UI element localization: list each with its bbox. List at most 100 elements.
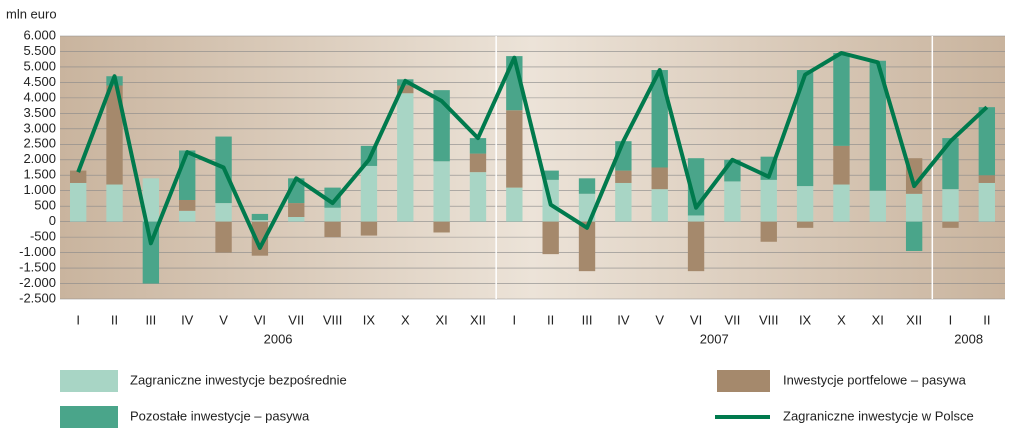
bar-segment xyxy=(905,221,923,252)
y-tick-label: 6.000 xyxy=(23,27,56,42)
bar-segment xyxy=(251,213,269,221)
legend-label: Zagraniczne inwestycje w Polsce xyxy=(783,408,974,423)
bar-segment xyxy=(978,175,996,183)
bar-segment xyxy=(215,221,232,253)
x-tick-label: IX xyxy=(363,312,376,327)
x-tick-label: II xyxy=(111,312,118,327)
bar-segment xyxy=(469,172,487,222)
x-tick-label: VI xyxy=(690,312,702,327)
bar-segment xyxy=(251,220,269,222)
x-tick-label: II xyxy=(983,312,990,327)
y-axis-label: mln euro xyxy=(6,6,57,21)
bar-segment xyxy=(506,187,523,222)
bar-segment xyxy=(942,221,959,228)
bar-segment xyxy=(142,178,160,222)
bar-segment xyxy=(288,217,305,222)
bar-segment xyxy=(687,221,705,272)
bar-segment xyxy=(833,53,850,146)
bar-segment xyxy=(251,221,269,256)
y-tick-label: -1.500 xyxy=(19,259,56,274)
bar-segment xyxy=(651,167,668,190)
bar-segment xyxy=(324,221,341,238)
bar-segment xyxy=(179,150,196,200)
bar-segment xyxy=(978,182,996,222)
bar-segment xyxy=(651,189,668,222)
bar-segment xyxy=(833,145,850,185)
bar-segment xyxy=(796,186,814,222)
y-tick-label: -1.000 xyxy=(19,244,56,259)
x-tick-label: VI xyxy=(254,312,266,327)
bar-segment xyxy=(651,70,668,168)
y-tick-label: 3.000 xyxy=(23,120,56,135)
x-tick-label: XII xyxy=(470,312,486,327)
y-tick-label: 4.000 xyxy=(23,89,56,104)
y-tick-label: 2.000 xyxy=(23,151,56,166)
x-tick-label: V xyxy=(655,312,664,327)
bar-segment xyxy=(179,199,196,211)
legend-swatch xyxy=(717,370,770,392)
plot-background xyxy=(60,36,1005,299)
bar-segment xyxy=(724,181,741,222)
y-tick-label: 500 xyxy=(34,198,56,213)
bar-segment xyxy=(179,210,196,222)
y-tick-label: -2.500 xyxy=(19,290,56,305)
bar-segment xyxy=(433,161,450,222)
x-tick-label: III xyxy=(145,312,156,327)
bar-segment xyxy=(760,179,777,222)
bar-segment xyxy=(397,85,414,94)
legend-label: Zagraniczne inwestycje bezpośrednie xyxy=(130,372,347,387)
x-tick-label: VII xyxy=(288,312,304,327)
y-tick-label: 5.000 xyxy=(23,58,56,73)
y-tick-label: 4.500 xyxy=(23,74,56,89)
bar-segment xyxy=(760,221,777,242)
y-tick-label: -500 xyxy=(30,229,56,244)
bar-segment xyxy=(69,182,87,222)
bar-segment xyxy=(869,60,886,191)
bar-segment xyxy=(469,153,487,173)
x-tick-label: I xyxy=(949,312,953,327)
x-tick-label: VII xyxy=(724,312,740,327)
x-tick-label: IV xyxy=(181,312,194,327)
y-tick-label: 0 xyxy=(49,213,56,228)
bar-segment xyxy=(833,184,850,222)
bar-segment xyxy=(615,170,632,183)
bar-segment xyxy=(796,70,814,187)
x-tick-label: VIII xyxy=(759,312,779,327)
bar-segment xyxy=(542,221,559,255)
year-label: 2008 xyxy=(954,331,983,346)
x-tick-label: X xyxy=(837,312,846,327)
bar-segment xyxy=(106,85,123,185)
y-tick-label: 5.500 xyxy=(23,43,56,58)
x-tick-label: VIII xyxy=(323,312,343,327)
legend-label: Pozostałe inwestycje – pasywa xyxy=(130,408,310,423)
x-tick-label: IX xyxy=(799,312,812,327)
x-tick-label: II xyxy=(547,312,554,327)
bar-segment xyxy=(578,221,596,272)
x-tick-label: III xyxy=(582,312,593,327)
bar-segment xyxy=(506,110,523,188)
bar-segment xyxy=(978,107,996,176)
y-tick-label: 3.500 xyxy=(23,105,56,120)
x-tick-label: XII xyxy=(906,312,922,327)
y-tick-label: -2.000 xyxy=(19,275,56,290)
x-tick-label: I xyxy=(513,312,517,327)
x-tick-label: V xyxy=(219,312,228,327)
bar-segment xyxy=(69,170,87,183)
x-tick-label: IV xyxy=(617,312,630,327)
bar-segment xyxy=(942,138,959,190)
bar-segment xyxy=(433,221,450,233)
bar-segment xyxy=(215,203,232,222)
legend-label: Inwestycje portfelowe – pasywa xyxy=(783,372,967,387)
bar-segment xyxy=(615,182,632,222)
x-tick-label: XI xyxy=(872,312,884,327)
y-tick-label: 1.000 xyxy=(23,182,56,197)
bar-segment xyxy=(905,193,923,222)
bar-segment xyxy=(796,221,814,228)
bar-segment xyxy=(360,165,378,222)
bar-segment xyxy=(288,203,305,218)
x-tick-label: XI xyxy=(435,312,447,327)
bar-segment xyxy=(542,170,559,180)
legend-swatch xyxy=(60,370,118,392)
legend-swatch xyxy=(60,406,118,428)
x-tick-label: I xyxy=(76,312,80,327)
